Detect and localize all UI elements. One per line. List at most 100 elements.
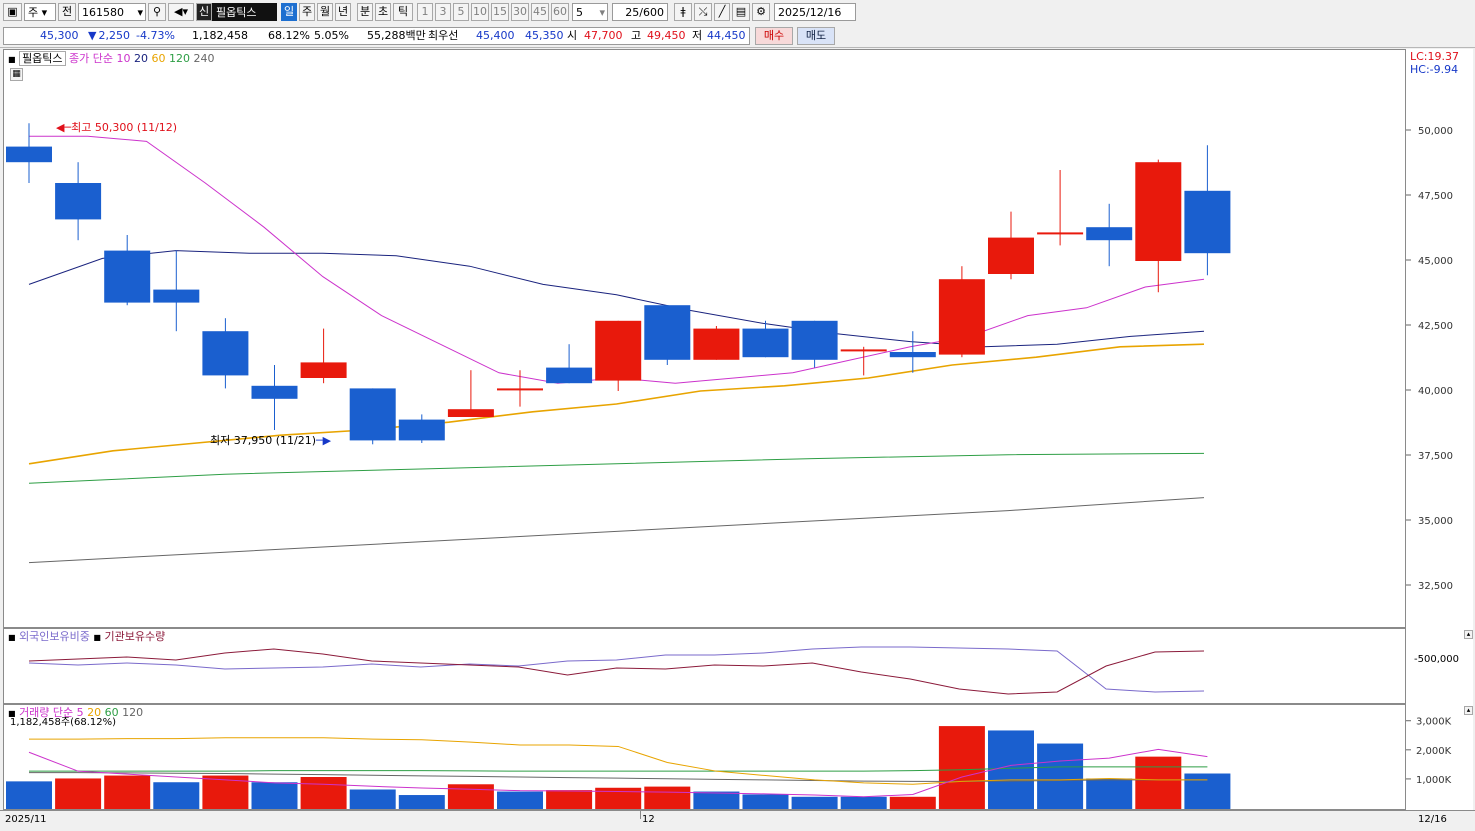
draw-icon[interactable]: ╱	[714, 3, 730, 21]
price-chart[interactable]	[4, 50, 1405, 627]
stock-code-value: 161580	[82, 6, 124, 19]
foreign-ratio-line	[28, 646, 1205, 693]
vol-ma120-line	[29, 772, 1208, 782]
volume-panel[interactable]: ■ 거래량 단순 5 20 60 120 1,182,458주(68.12%)	[3, 704, 1406, 810]
sell-button[interactable]: 매도	[797, 27, 835, 45]
candle-body	[349, 388, 396, 441]
candle-body	[840, 349, 887, 352]
indicator-icon[interactable]: ⤯	[694, 3, 712, 21]
vol-ma60-line	[29, 766, 1208, 772]
ma20-line	[28, 250, 1205, 348]
period-type-select[interactable]: 주 ▾	[24, 3, 56, 21]
lc-value: LC:19.37	[1410, 50, 1460, 63]
volume-bar	[104, 775, 151, 809]
volume-bar	[988, 730, 1034, 809]
stock-code-input[interactable]: 161580 ▾	[78, 3, 146, 21]
interval-1-button[interactable]: 1	[417, 3, 433, 21]
open-label: 시	[567, 29, 578, 42]
stock-name-field[interactable]: 필옵틱스	[212, 3, 277, 21]
interval-input[interactable]: 5 ▾	[572, 3, 608, 21]
period-tick-button[interactable]: 틱	[393, 3, 413, 21]
best-bid: 45,350	[525, 29, 564, 42]
price-legend: ■ 필옵틱스 종가 단순 10 20 60 120 240	[8, 51, 215, 66]
volume-bar	[742, 794, 789, 809]
new-badge: 신	[196, 3, 212, 21]
period-minute-button[interactable]: 분	[357, 3, 373, 21]
date-field[interactable]: 2025/12/16	[774, 3, 856, 21]
vol-ma20-line	[29, 737, 1208, 785]
volume-bar	[644, 786, 691, 809]
volume-bar	[251, 782, 298, 809]
ma10-label: 10	[116, 52, 131, 65]
interval-3-button[interactable]: 3	[435, 3, 451, 21]
date-label-month: 12	[642, 814, 655, 825]
candle-body	[104, 250, 151, 303]
volume-value: 1,182,458	[192, 29, 248, 42]
candle-body	[791, 320, 838, 360]
interval-45-button[interactable]: 45	[531, 3, 549, 21]
period-second-button[interactable]: 초	[375, 3, 391, 21]
candle-body	[693, 328, 740, 360]
holdings-panel[interactable]: ■ 외국인보유비중 ■ 기관보유수량	[3, 628, 1406, 704]
calculator-icon[interactable]: ▦	[10, 68, 23, 81]
ma120-label: 120	[169, 52, 191, 65]
price-axis-ticks: 32,500 35,000 37,500 40,000 42,500 45,000 47,5…	[1406, 126, 1453, 592]
volume-chart[interactable]	[4, 705, 1405, 809]
volume-axis-ticks: 1,000K 2,000K 3,000K	[1406, 717, 1452, 786]
volume-bar	[693, 791, 740, 809]
interval-30-button[interactable]: 30	[511, 3, 529, 21]
candle-body	[55, 183, 102, 220]
best-ask: 45,400	[476, 29, 515, 42]
save-icon[interactable]: ▤	[732, 3, 750, 21]
gear-icon[interactable]: ⚙	[752, 3, 770, 21]
chart-stock-name[interactable]: 필옵틱스	[19, 51, 66, 66]
price-chart-panel[interactable]: ■ 필옵틱스 종가 단순 10 20 60 120 240 ▦ ◀─최고 50,…	[3, 49, 1406, 628]
candle-body	[644, 305, 691, 360]
candle-body	[546, 367, 593, 384]
candle-body	[1184, 190, 1231, 254]
holdings-axis: -500,000 ▴	[1405, 628, 1473, 704]
period-week-button[interactable]: 주	[299, 3, 315, 21]
low-price: 44,450	[707, 29, 746, 42]
period-type-value: 주	[28, 6, 39, 19]
interval-10-button[interactable]: 10	[471, 3, 489, 21]
price-tick-label: 45,000	[1418, 256, 1453, 267]
count-field[interactable]: 25/600	[612, 3, 668, 21]
price-tick-label: 32,500	[1418, 581, 1453, 592]
window-icon[interactable]: ▣	[3, 3, 22, 21]
prev-button[interactable]: 전	[58, 3, 76, 21]
interval-5-button[interactable]: 5	[453, 3, 469, 21]
ma20-label: 20	[134, 52, 149, 65]
candle-body	[153, 289, 200, 303]
max-price-note: ◀─최고 50,300 (11/12)	[56, 121, 178, 134]
volume-bar	[349, 789, 396, 809]
volume-bar	[546, 790, 593, 809]
search-icon[interactable]: ⚲	[148, 3, 166, 21]
date-label-start: 2025/11	[5, 814, 47, 825]
vol-ma60-label: 60	[104, 706, 119, 719]
volume-collapse-icon[interactable]: ▴	[1464, 706, 1473, 715]
period-year-button[interactable]: 년	[335, 3, 351, 21]
vol-ma5-line	[28, 748, 1208, 798]
candle-body	[595, 320, 642, 381]
interval-15-button[interactable]: 15	[491, 3, 509, 21]
period-month-button[interactable]: 월	[317, 3, 333, 21]
price-tick-label: 37,500	[1418, 451, 1453, 462]
volume-bar	[300, 777, 347, 809]
vol-ma120-label: 120	[122, 706, 144, 719]
price-axis: LC:19.37 HC:-9.94 32,500 35,000 37,500 40,0…	[1405, 49, 1473, 628]
candle-body	[447, 409, 494, 417]
candle-icon[interactable]: ǂ	[674, 3, 692, 21]
period-day-button[interactable]: 일	[281, 3, 297, 21]
buy-button[interactable]: 매수	[755, 27, 793, 45]
volume-bar	[1037, 743, 1084, 809]
interval-60-button[interactable]: 60	[551, 3, 569, 21]
holdings-chart[interactable]	[4, 629, 1405, 703]
trade-amount: 55,288백만	[367, 29, 426, 42]
low-label: 저	[692, 29, 703, 42]
best-quote-label: 최우선	[428, 29, 459, 42]
speaker-icon[interactable]: ◀▾	[168, 3, 194, 21]
holdings-collapse-icon[interactable]: ▴	[1464, 630, 1473, 639]
ma240-line	[28, 497, 1205, 564]
volume-bar	[889, 796, 936, 809]
